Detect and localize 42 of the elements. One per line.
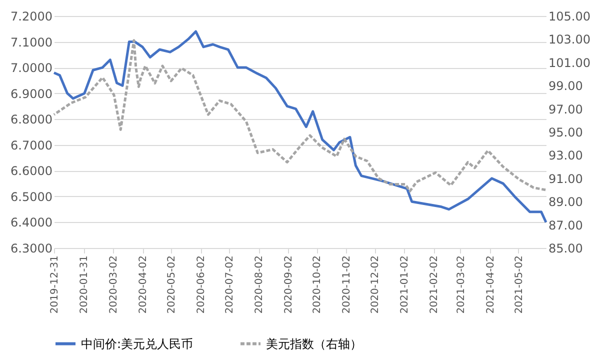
legend-label: 中间价:美元兑人民币 xyxy=(81,336,194,351)
y2-tick-label: 99.00 xyxy=(548,79,583,94)
y-tick-label: 7.2000 xyxy=(10,10,52,24)
x-tick-label: 2021-04-02 xyxy=(485,256,496,314)
x-tick-label: 2020-08-02 xyxy=(254,256,266,314)
y-tick-label: 6.9000 xyxy=(10,86,52,101)
y2-tick-label: 95.00 xyxy=(548,126,583,140)
x-tick-label: 2020-06-02 xyxy=(196,256,208,314)
x-tick-label: 2021-02-02 xyxy=(429,256,440,314)
x-tick-label: 2021-05-02 xyxy=(514,256,525,314)
x-tick-label: 2020-04-02 xyxy=(138,256,150,314)
y2-tick-label: 103.00 xyxy=(548,32,590,47)
y-tick-label: 6.3000 xyxy=(10,242,52,256)
y-tick-label: 6.4000 xyxy=(10,216,52,230)
x-tick-label: 2020-01-31 xyxy=(79,256,90,314)
line-series xyxy=(52,30,548,224)
x-tick-label: 2021-03-02 xyxy=(456,256,467,314)
y-tick-label: 6.8000 xyxy=(10,112,52,127)
x-tick-label: 2021-01-02 xyxy=(400,256,411,314)
x-tick-label: 2020-05-02 xyxy=(166,256,178,314)
x-tick-label: 2020-10-02 xyxy=(312,256,324,314)
x-tick-label: 2020-11-02 xyxy=(342,256,353,314)
y2-tick-label: 87.00 xyxy=(548,218,583,232)
y-tick-label: 6.5000 xyxy=(10,190,52,204)
x-tick-label: 2019-12-31 xyxy=(50,256,60,314)
y-tick-label: 7.0000 xyxy=(10,61,52,76)
y2-tick-label: 85.00 xyxy=(548,242,583,256)
legend-label: 美元指数（右轴） xyxy=(266,336,362,351)
x-tick-label: 2020-09-02 xyxy=(284,256,295,314)
y2-tick-label: 101.00 xyxy=(548,56,590,70)
x-tick-label: 2020-12-02 xyxy=(370,256,382,314)
y2-tick-label: 93.00 xyxy=(548,148,583,163)
x-tick-label: 2020-03-02 xyxy=(108,256,120,314)
y-tick-label: 6.7000 xyxy=(10,138,52,152)
y2-tick-label: 105.00 xyxy=(548,10,590,24)
y2-tick-label: 91.00 xyxy=(548,172,583,186)
y2-tick-label: 97.00 xyxy=(548,102,583,116)
y2-tick-label: 89.00 xyxy=(548,195,583,210)
x-tick-label: 2020-07-02 xyxy=(224,256,236,314)
line-series xyxy=(52,39,548,192)
y-tick-label: 7.1000 xyxy=(10,35,52,50)
y-tick-label: 6.6000 xyxy=(10,164,52,178)
